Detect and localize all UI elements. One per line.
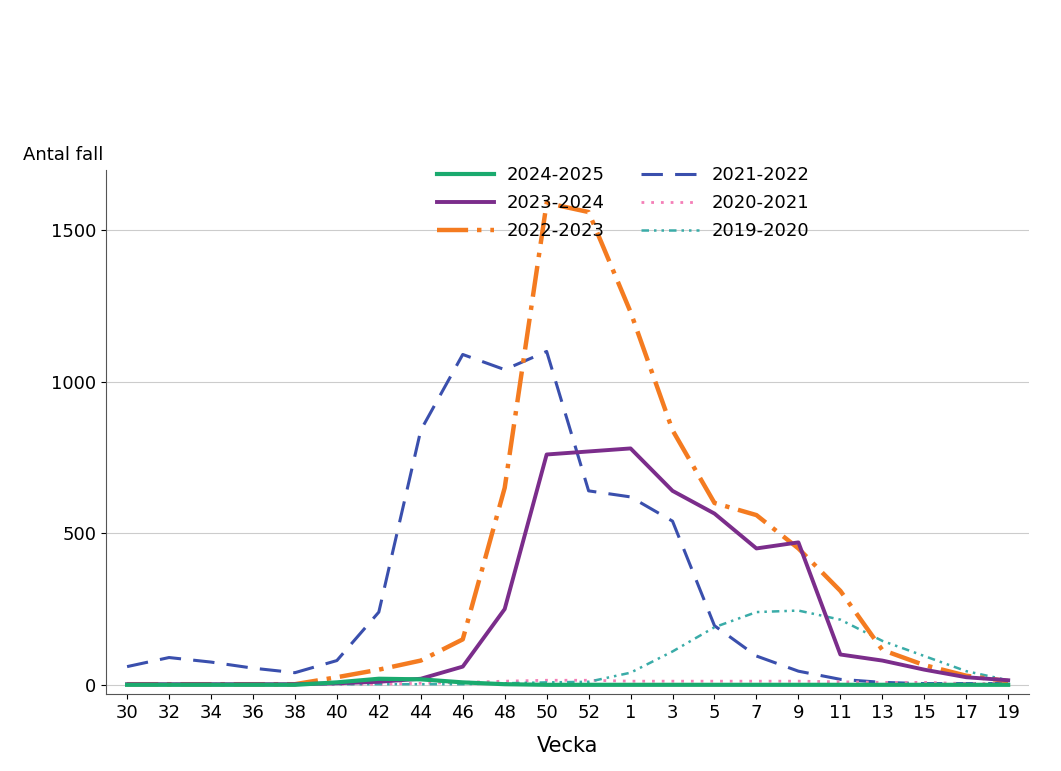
Legend: 2024-2025, 2023-2024, 2022-2023, 2021-2022, 2020-2021, 2019-2020: 2024-2025, 2023-2024, 2022-2023, 2021-20…	[430, 159, 817, 247]
X-axis label: Vecka: Vecka	[537, 736, 598, 756]
Text: Antal fall: Antal fall	[23, 146, 103, 164]
